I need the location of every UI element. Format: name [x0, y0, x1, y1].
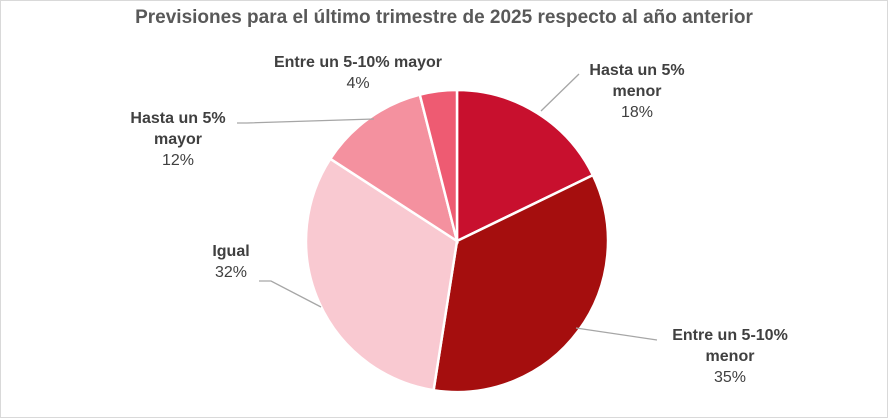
slice-label-1: Hasta un 5%: [589, 62, 684, 79]
pie-slice-2: [432, 173, 610, 394]
leader-line-4: [237, 118, 375, 124]
pie-slice-5: [418, 88, 459, 242]
slice-value-5: 4%: [346, 75, 369, 92]
chart-title: Previsiones para el último trimestre de …: [135, 7, 753, 28]
slice-label-5: Entre un 5-10% mayor: [274, 54, 442, 71]
slice-label-4: Hasta un 5%: [130, 110, 225, 127]
slice-value-2: 35%: [714, 369, 746, 386]
slice-label-3: Igual: [212, 243, 249, 260]
leader-line-3: [259, 280, 322, 308]
leader-line-1: [540, 73, 580, 112]
pie-slice-1: [455, 88, 595, 243]
slice-value-1: 18%: [621, 104, 653, 121]
slice-label-1: menor: [613, 83, 662, 100]
leader-line-2: [575, 327, 658, 341]
slice-label-2: menor: [706, 348, 755, 365]
slice-value-4: 12%: [162, 152, 194, 169]
slice-value-3: 32%: [215, 264, 247, 281]
slice-label-2: Entre un 5-10%: [672, 327, 788, 344]
slice-label-4: mayor: [154, 131, 202, 148]
pie-slice-4: [328, 93, 459, 244]
